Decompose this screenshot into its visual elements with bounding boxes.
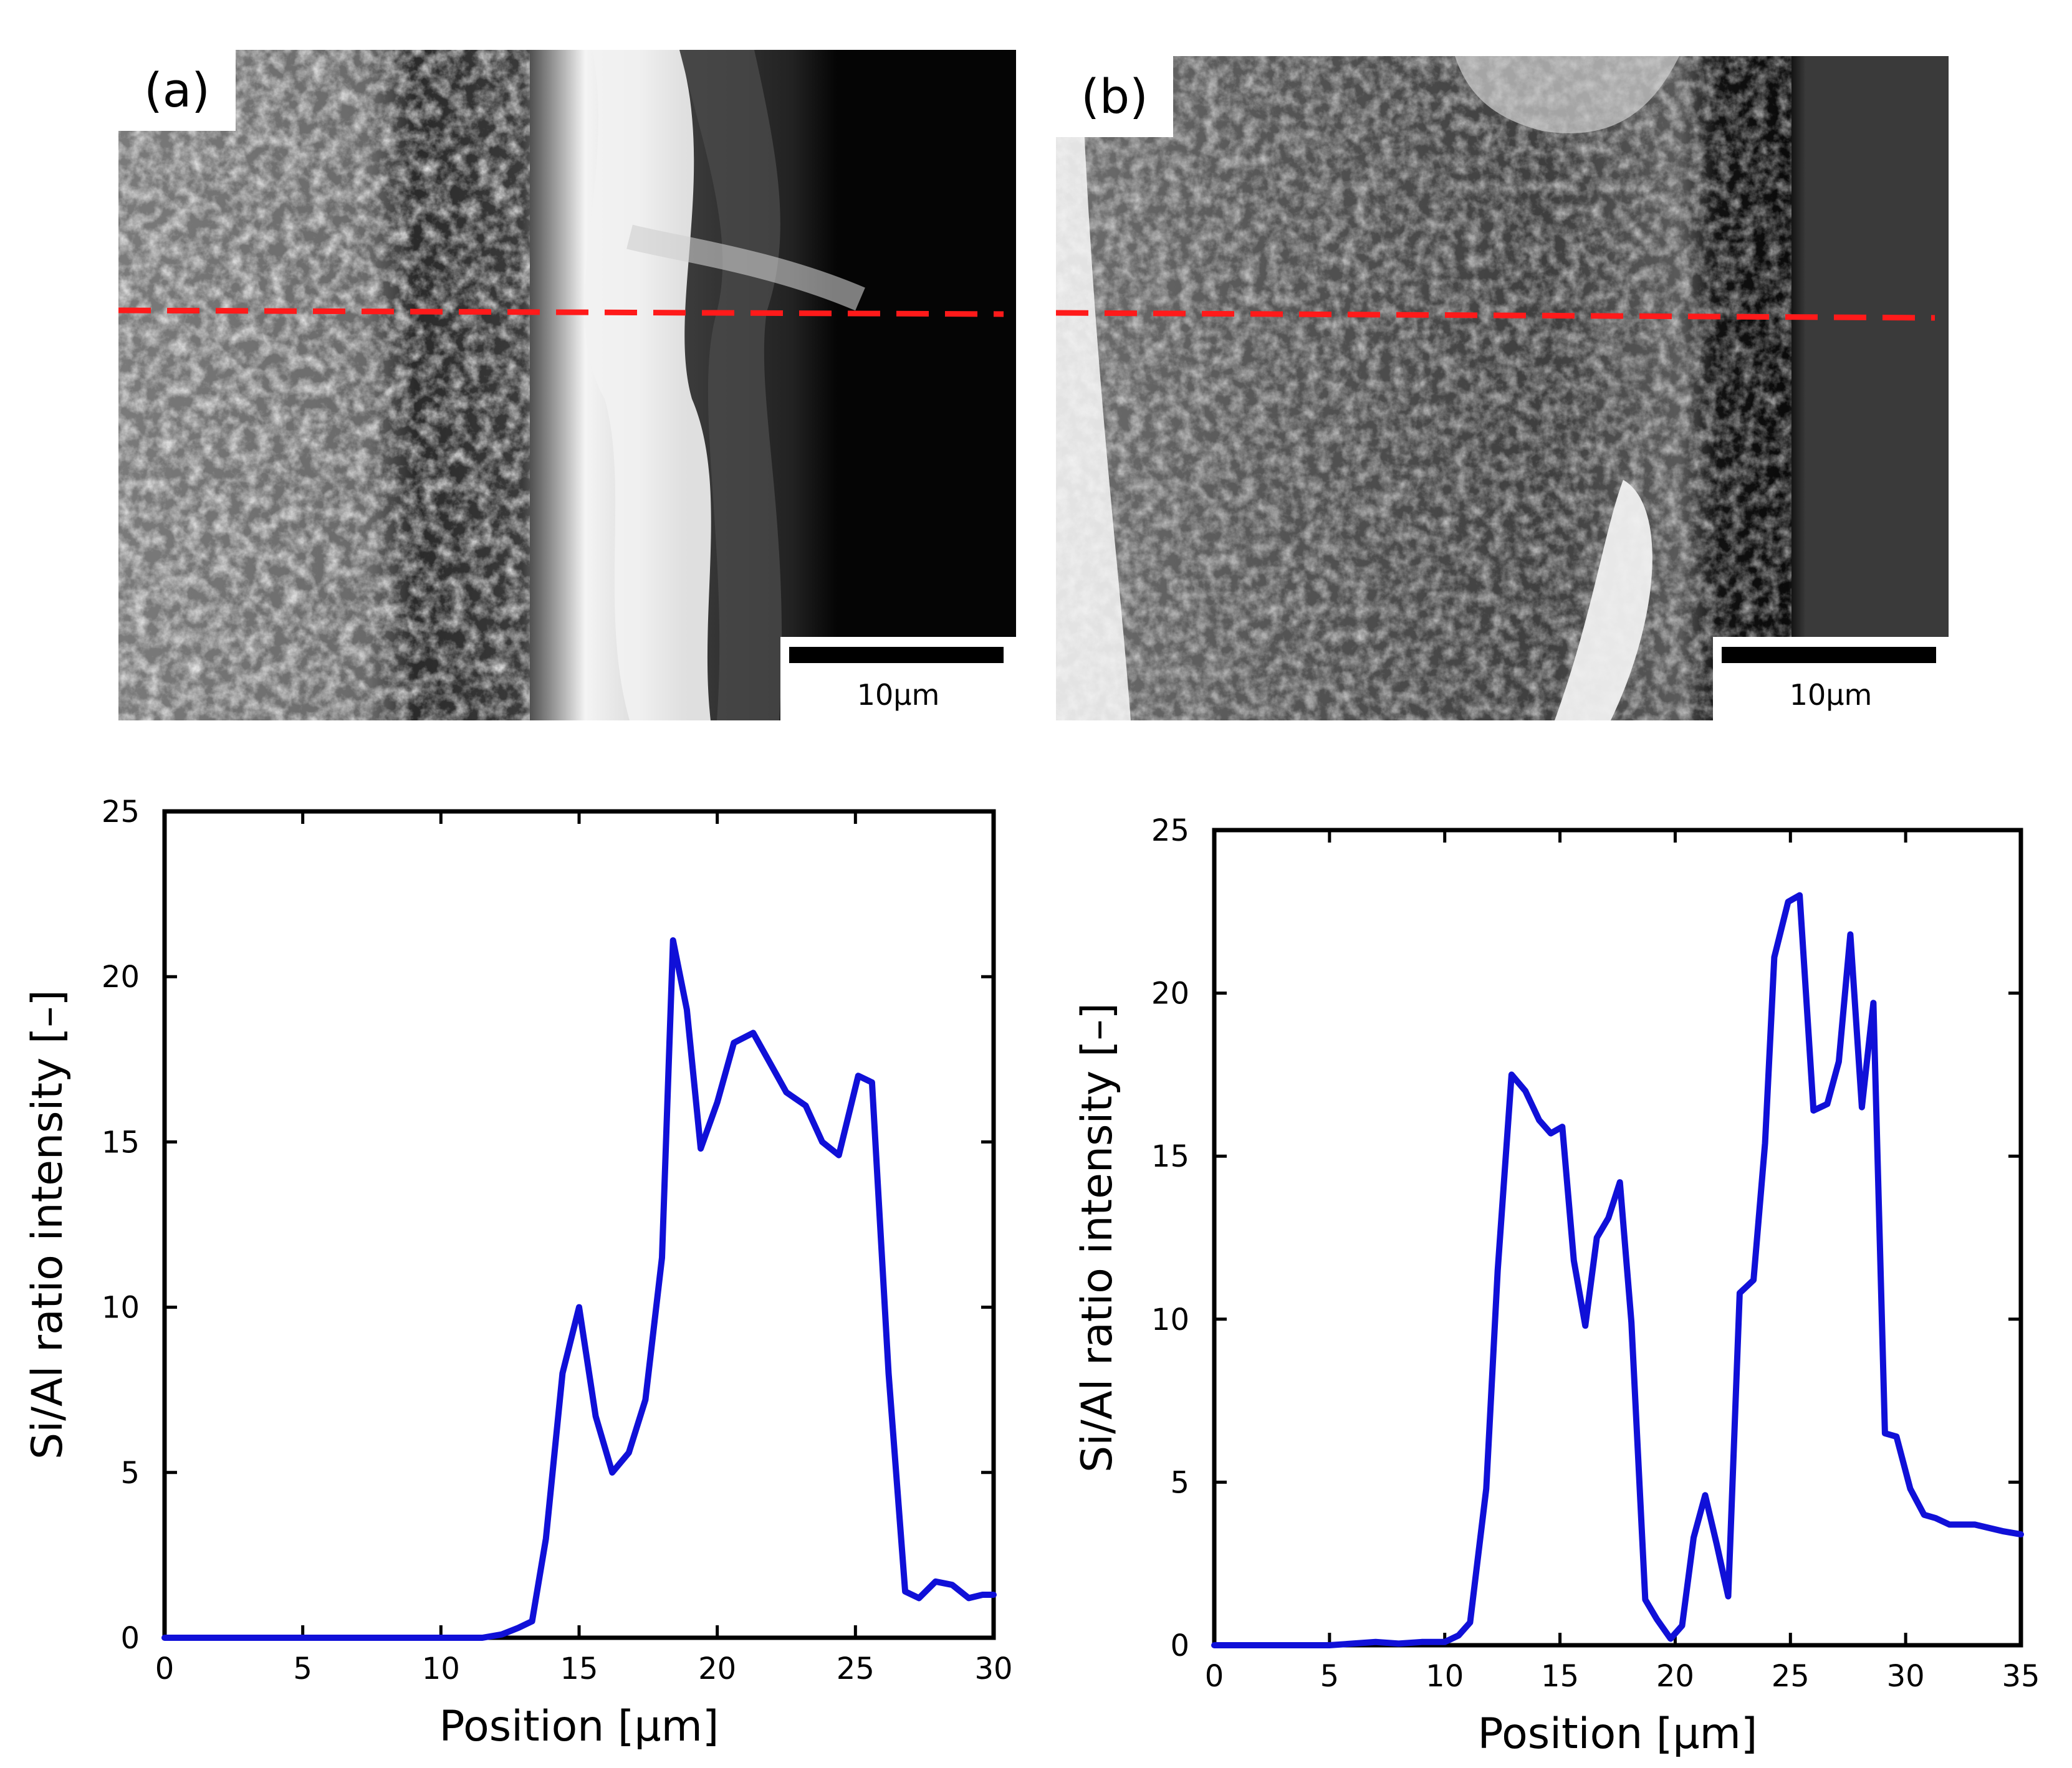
y-tick-label-a: 15 bbox=[102, 1125, 140, 1160]
x-tick-label-b: 5 bbox=[1320, 1659, 1340, 1694]
line-scan-guide-b bbox=[1056, 310, 1935, 321]
scale-bar-label-a: 10μm bbox=[856, 678, 940, 712]
x-tick-label-b: 30 bbox=[1887, 1659, 1925, 1694]
x-tick-label-a: 10 bbox=[422, 1651, 460, 1686]
plot-frame-a bbox=[162, 809, 996, 1640]
sem-image-a-texture bbox=[118, 50, 1016, 720]
x-tick-label-b: 20 bbox=[1656, 1659, 1694, 1694]
y-tick-label-b: 25 bbox=[1151, 813, 1189, 848]
x-tick-label-a: 20 bbox=[698, 1651, 736, 1686]
x-tick-label-b: 15 bbox=[1541, 1659, 1579, 1694]
x-tick-label-a: 30 bbox=[974, 1651, 1012, 1686]
scale-bar-a bbox=[789, 647, 1004, 663]
series-line-a bbox=[161, 937, 997, 1641]
y-tick-label-a: 5 bbox=[120, 1456, 140, 1491]
y-tick-label-b: 15 bbox=[1151, 1139, 1189, 1174]
panel-label-b: (b) bbox=[1056, 56, 1173, 137]
x-tick-label-b: 35 bbox=[2002, 1659, 2040, 1694]
x-tick-label-a: 5 bbox=[293, 1651, 312, 1686]
scale-bar-b bbox=[1722, 647, 1936, 663]
y-tick-label-b: 10 bbox=[1151, 1302, 1189, 1337]
series-line-b bbox=[1211, 892, 2024, 1648]
y-axis-title-b: Si/Al ratio intensity [–] bbox=[1073, 1003, 1122, 1473]
plot-frame-b bbox=[1212, 828, 2023, 1648]
y-tick-label-a: 0 bbox=[120, 1621, 140, 1656]
x-tick-label-b: 0 bbox=[1205, 1659, 1224, 1694]
scale-bar-label-b: 10μm bbox=[1789, 678, 1873, 712]
x-tick-label-a: 0 bbox=[155, 1651, 175, 1686]
y-tick-label-b: 0 bbox=[1170, 1628, 1189, 1663]
y-tick-label-a: 20 bbox=[102, 960, 140, 995]
x-tick-label-a: 15 bbox=[560, 1651, 598, 1686]
sem-image-b bbox=[1056, 56, 1949, 720]
x-axis-title-a: Position [μm] bbox=[439, 1702, 719, 1751]
x-tick-label-a: 25 bbox=[837, 1651, 875, 1686]
y-tick-label-b: 20 bbox=[1151, 977, 1189, 1011]
line-scan-guide-a bbox=[118, 307, 1004, 317]
x-tick-label-b: 25 bbox=[1772, 1659, 1810, 1694]
y-tick-label-a: 25 bbox=[102, 795, 140, 829]
x-tick-label-b: 10 bbox=[1426, 1659, 1464, 1694]
x-axis-title-b: Position [μm] bbox=[1478, 1709, 1758, 1759]
sem-image-b-texture bbox=[1056, 56, 1949, 720]
panel-label-a: (a) bbox=[118, 50, 236, 131]
scale-bar-box-b: 10μm bbox=[1713, 637, 1949, 720]
sem-image-a bbox=[118, 50, 1016, 720]
scale-bar-box-a: 10μm bbox=[780, 637, 1016, 720]
y-axis-title-a: Si/Al ratio intensity [–] bbox=[23, 990, 72, 1460]
y-tick-label-b: 5 bbox=[1170, 1465, 1189, 1500]
y-tick-label-a: 10 bbox=[102, 1291, 140, 1326]
